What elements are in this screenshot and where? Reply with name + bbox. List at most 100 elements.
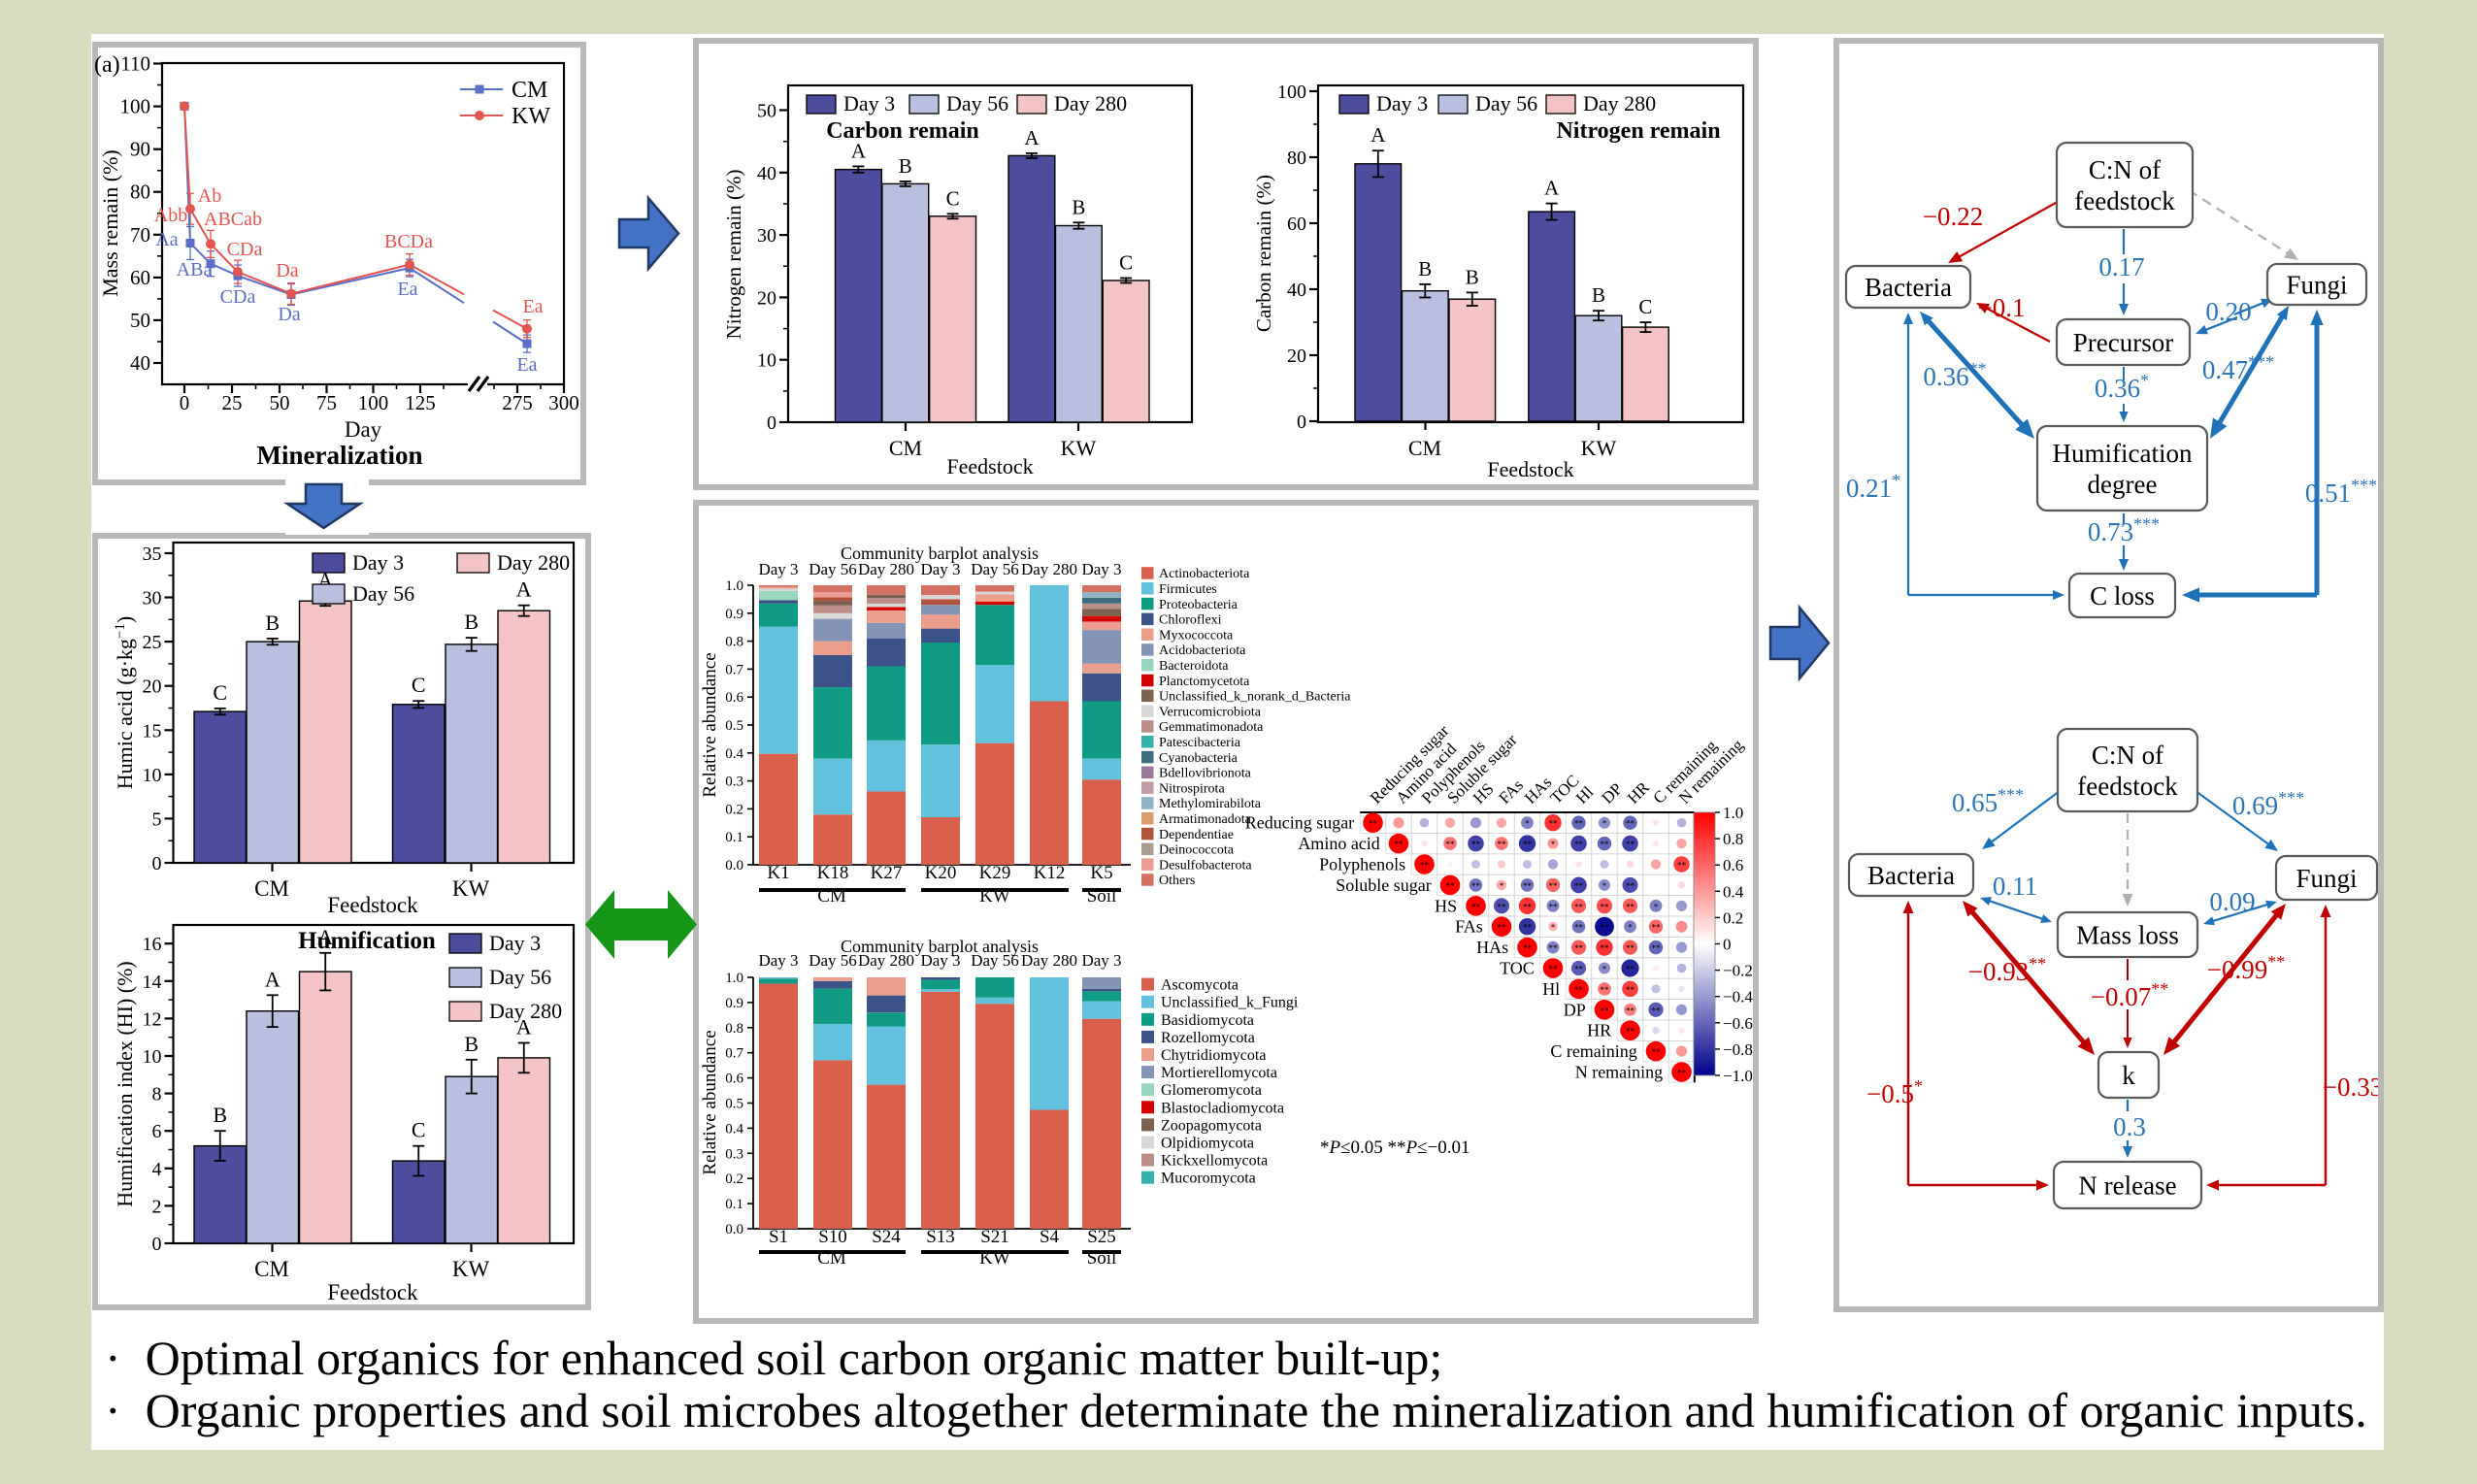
svg-text:HR: HR [1587, 1021, 1611, 1040]
svg-text:Day 3: Day 3 [920, 560, 960, 578]
svg-text:−1.0: −1.0 [1723, 1067, 1753, 1085]
svg-text:KW: KW [1061, 436, 1097, 460]
svg-text:Ascomycota: Ascomycota [1161, 977, 1238, 994]
svg-text:40: 40 [130, 351, 150, 375]
svg-text:Fungi: Fungi [2295, 864, 2357, 893]
svg-text:Glomeromycota: Glomeromycota [1161, 1082, 1262, 1099]
svg-text:CM: CM [254, 876, 289, 901]
svg-text:B: B [1466, 265, 1479, 288]
svg-text:Desulfobacterota: Desulfobacterota [1159, 858, 1252, 873]
svg-text:**: ** [1574, 965, 1584, 974]
svg-text:0.0: 0.0 [725, 858, 743, 874]
svg-text:Precursor: Precursor [2073, 328, 2173, 357]
svg-text:**: ** [1574, 902, 1584, 911]
svg-text:Day 56: Day 56 [946, 91, 1008, 115]
svg-text:DP: DP [1564, 1000, 1586, 1019]
svg-text:**: ** [1601, 923, 1610, 933]
svg-text:15: 15 [143, 720, 162, 742]
svg-text:Day 3: Day 3 [920, 951, 960, 970]
svg-text:**: ** [1395, 840, 1404, 849]
svg-text:*: * [1602, 881, 1607, 891]
svg-text:**: ** [1549, 902, 1559, 911]
svg-text:**: ** [1626, 840, 1635, 849]
svg-text:**: ** [1574, 985, 1584, 995]
svg-text:CM: CM [1408, 436, 1441, 460]
svg-text:CM: CM [817, 1248, 846, 1269]
svg-text:**: ** [1601, 840, 1610, 849]
svg-text:−0.33: −0.33 [2323, 1072, 2378, 1102]
svg-text:Bdellovibrionota: Bdellovibrionota [1159, 767, 1252, 781]
svg-text:**: ** [1574, 881, 1584, 891]
svg-text:B: B [1072, 195, 1085, 218]
svg-text:**: ** [1574, 840, 1584, 849]
svg-text:**: ** [1601, 943, 1610, 953]
svg-text:FAs: FAs [1495, 775, 1527, 808]
svg-text:KW: KW [1581, 436, 1617, 460]
svg-text:K1: K1 [767, 863, 789, 883]
svg-text:−0.8: −0.8 [1723, 1040, 1753, 1059]
svg-text:Humification index (HI) (%): Humification index (HI) (%) [113, 961, 137, 1207]
svg-text:K29: K29 [979, 863, 1011, 883]
svg-text:S10: S10 [818, 1227, 847, 1247]
svg-text:**: ** [1498, 902, 1507, 911]
svg-text:80: 80 [1287, 148, 1306, 169]
svg-text:**: ** [1677, 1069, 1687, 1078]
svg-text:C:N of: C:N of [2089, 155, 2161, 184]
svg-text:0.69***: 0.69*** [2232, 788, 2304, 820]
svg-text:0.17: 0.17 [2098, 252, 2144, 281]
svg-text:KW: KW [452, 876, 490, 901]
svg-text:*: * [1628, 923, 1633, 933]
svg-text:Day 3: Day 3 [758, 560, 798, 578]
svg-text:Community barplot analysis: Community barplot analysis [841, 937, 1039, 956]
svg-text:**: ** [1420, 861, 1430, 871]
svg-text:50: 50 [130, 309, 150, 332]
svg-text:10: 10 [143, 765, 162, 786]
svg-text:HAs: HAs [1476, 938, 1508, 957]
svg-text:B: B [213, 1103, 227, 1127]
svg-text:100: 100 [358, 391, 389, 414]
svg-text:Ab: Ab [198, 185, 221, 207]
svg-text:Carbon remain (%): Carbon remain (%) [1252, 175, 1275, 332]
svg-text:0.1: 0.1 [725, 830, 743, 845]
svg-text:Feedstock: Feedstock [1487, 457, 1573, 481]
svg-text:4: 4 [152, 1159, 162, 1180]
svg-text:Day 3: Day 3 [843, 91, 895, 115]
svg-text:0.73***: 0.73*** [2088, 514, 2160, 546]
svg-text:C:N of: C:N of [2092, 741, 2163, 770]
svg-text:**: ** [1446, 840, 1456, 849]
svg-text:**: ** [1574, 819, 1584, 829]
svg-text:**: ** [1498, 840, 1507, 849]
svg-text:B: B [464, 1032, 479, 1056]
svg-text:K12: K12 [1034, 863, 1066, 883]
svg-text:0.4: 0.4 [725, 1121, 743, 1137]
svg-text:Aa: Aa [155, 229, 178, 250]
svg-text:110: 110 [120, 52, 150, 76]
svg-text:60: 60 [1287, 214, 1306, 235]
svg-text:0.8: 0.8 [1723, 830, 1743, 848]
svg-text:Feedstock: Feedstock [327, 1280, 418, 1304]
svg-text:20: 20 [757, 287, 776, 309]
svg-text:8: 8 [152, 1084, 162, 1105]
svg-text:0.6: 0.6 [725, 1072, 743, 1087]
svg-text:Chytridiomycota: Chytridiomycota [1161, 1047, 1266, 1064]
svg-text:A: A [1544, 177, 1560, 200]
svg-text:C loss: C loss [2090, 581, 2155, 610]
svg-text:A: A [851, 139, 867, 162]
svg-text:6: 6 [152, 1121, 162, 1142]
svg-text:Nitrogen remain: Nitrogen remain [1556, 118, 1720, 144]
svg-text:Day 280: Day 280 [1021, 560, 1077, 578]
svg-text:40: 40 [1287, 280, 1306, 301]
svg-text:Planctomycetota: Planctomycetota [1159, 675, 1250, 689]
svg-text:Gemmatimonadota: Gemmatimonadota [1159, 720, 1264, 735]
svg-text:Nitrospirota: Nitrospirota [1159, 781, 1225, 796]
svg-text:Day 3: Day 3 [1376, 91, 1428, 115]
svg-text:Abb: Abb [154, 205, 187, 226]
svg-text:Day 56: Day 56 [809, 951, 857, 970]
svg-text:Soil: Soil [1087, 886, 1117, 907]
svg-text:Amino acid: Amino acid [1298, 834, 1379, 853]
svg-text:A: A [265, 967, 281, 991]
svg-text:Carbon remain: Carbon remain [826, 118, 979, 144]
svg-text:B: B [464, 610, 479, 634]
svg-text:Day 280: Day 280 [1021, 951, 1077, 970]
svg-text:K27: K27 [871, 863, 903, 883]
